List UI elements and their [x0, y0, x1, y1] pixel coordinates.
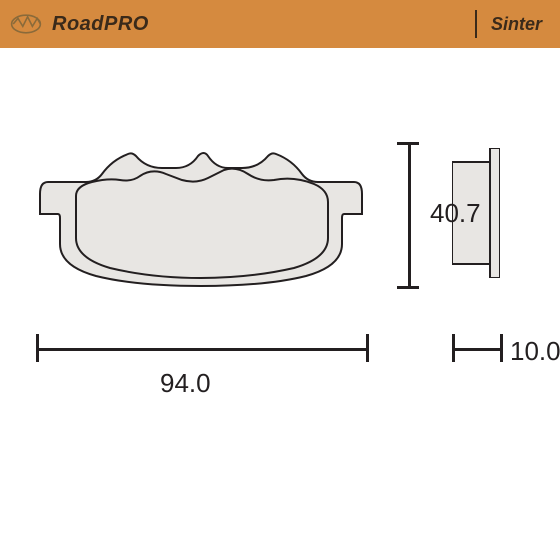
dim-thickness-line: [452, 348, 503, 351]
variant-name: Sinter: [491, 14, 542, 35]
diagram-canvas: 94.0 40.7 10.0: [0, 48, 560, 560]
dim-height-label: 40.7: [430, 198, 481, 229]
part-front-view: [36, 136, 366, 294]
dim-width-line: [36, 348, 369, 351]
header-bar: RoadPRO Sinter: [0, 0, 560, 48]
brand-name: RoadPRO: [52, 13, 149, 36]
dim-thickness-label: 10.0: [510, 336, 560, 367]
header-left: RoadPRO: [10, 11, 149, 37]
dim-height-line: [408, 142, 411, 289]
brand-logo-icon: [10, 11, 42, 37]
header-divider: [475, 10, 477, 38]
header-right: Sinter: [475, 10, 542, 38]
dim-width-label: 94.0: [160, 368, 211, 399]
